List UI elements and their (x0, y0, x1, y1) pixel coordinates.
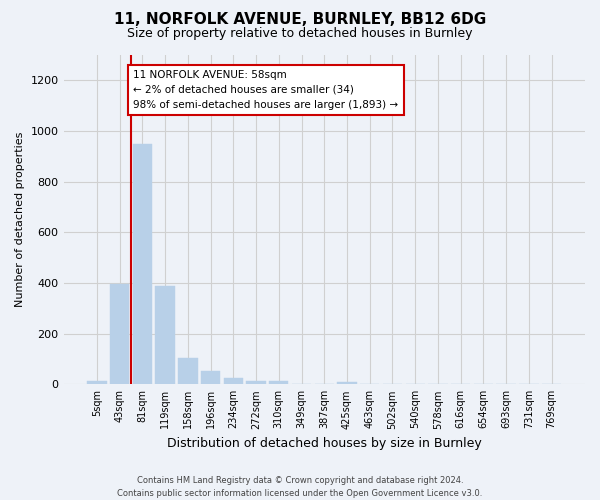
Bar (87, 382, 107, 384)
Bar (155, 286, 175, 384)
Text: 11, NORFOLK AVENUE, BURNLEY, BB12 6DG: 11, NORFOLK AVENUE, BURNLEY, BB12 6DG (114, 12, 486, 28)
Bar (224, 378, 243, 384)
Bar (269, 382, 289, 384)
Bar (201, 371, 220, 384)
X-axis label: Distribution of detached houses by size in Burnley: Distribution of detached houses by size … (167, 437, 482, 450)
Text: Size of property relative to detached houses in Burnley: Size of property relative to detached ho… (127, 28, 473, 40)
Bar (337, 382, 356, 384)
Bar (178, 358, 197, 384)
Bar (133, 144, 152, 384)
Text: 11 NORFOLK AVENUE: 58sqm
← 2% of detached houses are smaller (34)
98% of semi-de: 11 NORFOLK AVENUE: 58sqm ← 2% of detache… (133, 70, 398, 110)
Y-axis label: Number of detached properties: Number of detached properties (15, 132, 25, 308)
Bar (110, 284, 130, 384)
Text: Contains HM Land Registry data © Crown copyright and database right 2024.
Contai: Contains HM Land Registry data © Crown c… (118, 476, 482, 498)
Bar (247, 380, 266, 384)
